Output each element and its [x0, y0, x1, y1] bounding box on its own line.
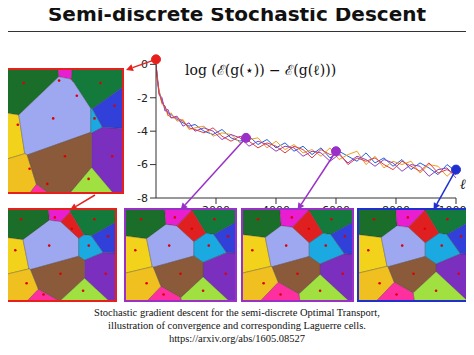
svg-text:-6: -6 — [137, 158, 148, 171]
html-text:https://arxiv.org/abs/1605.085: https://arxiv.org/abs/1605.08527 — [168, 333, 306, 344]
html-text:Stochastic gradient descent fo: Stochastic gradient descent for the semi… — [94, 307, 380, 318]
html-text:log (ℰ(g(⋆)) − ℰ(g(ℓ))): log (ℰ(g(⋆)) − ℰ(g(ℓ))) — [185, 62, 337, 78]
svg-text:-2: -2 — [137, 92, 148, 105]
html-text:illustration of convergence an: illustration of convergence and correspo… — [108, 320, 366, 331]
html-text:ℓ: ℓ — [460, 176, 466, 192]
svg-text:-4: -4 — [137, 125, 148, 138]
svg-text:0: 0 — [141, 58, 148, 71]
html-text:Semi-discrete Stochastic Desce: Semi-discrete Stochastic Descent — [47, 2, 427, 26]
svg-text:-8: -8 — [137, 192, 148, 205]
